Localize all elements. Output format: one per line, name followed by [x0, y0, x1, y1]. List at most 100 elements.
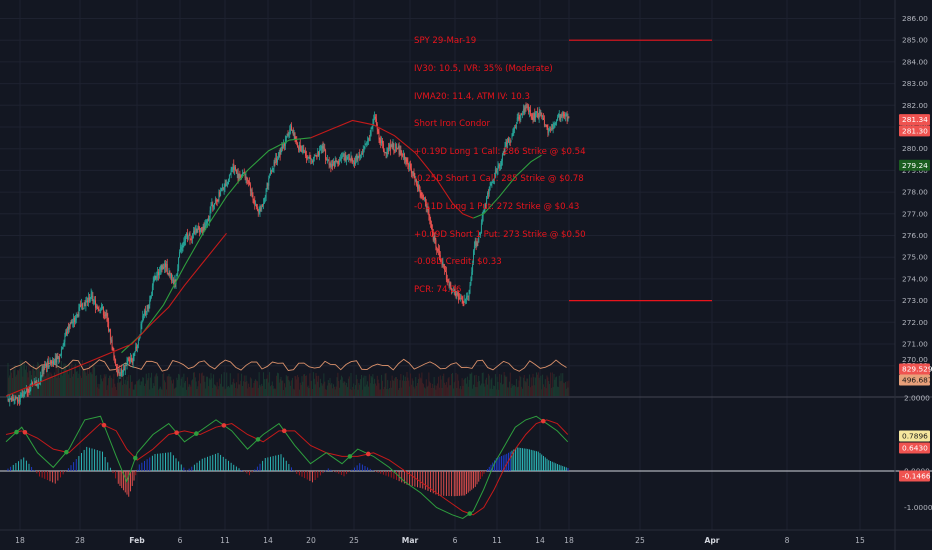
histogram-bar [457, 471, 459, 496]
histogram-bar [191, 466, 193, 471]
candle [414, 178, 416, 181]
candle [510, 141, 512, 143]
volume-bar [137, 380, 139, 396]
volume-bar [15, 376, 17, 396]
histogram-bar [497, 457, 499, 471]
candle [81, 303, 83, 309]
candle [493, 179, 495, 180]
volume-bar [235, 387, 236, 396]
histogram-bar [124, 471, 126, 493]
candle [522, 109, 524, 114]
candle [516, 117, 518, 122]
candle [330, 164, 332, 167]
candle [564, 114, 565, 117]
volume-bar [241, 373, 243, 396]
histogram-bar [193, 464, 195, 471]
volume-bar [559, 381, 561, 396]
volume-bar [116, 389, 117, 396]
volume-tag-box [899, 374, 930, 386]
volume-bar [434, 385, 436, 396]
volume-bar [360, 379, 362, 396]
time-tick-label: 6 [178, 536, 183, 545]
volume-bar [403, 375, 404, 396]
candle [95, 306, 97, 308]
histogram-bar [230, 462, 232, 471]
histogram-bar [440, 471, 442, 496]
volume-tag-box [899, 363, 930, 375]
volume-bar [368, 386, 369, 396]
volume-bar [75, 371, 77, 396]
candle [52, 360, 54, 364]
histogram-bar [314, 471, 316, 481]
volume-bar [214, 385, 216, 396]
candle [74, 317, 75, 323]
candle [447, 280, 449, 282]
volume-bar [58, 367, 60, 396]
histogram-bar [23, 457, 25, 471]
candle [125, 365, 127, 367]
histogram-bar [499, 456, 501, 471]
candle [475, 240, 477, 246]
volume-bar [152, 383, 154, 396]
volume-bar [204, 381, 206, 396]
candle [363, 149, 365, 151]
candle [567, 117, 569, 122]
volume-bar [432, 388, 434, 396]
volume-bar [55, 362, 57, 396]
volume-bar [114, 383, 116, 396]
volume-bar [74, 363, 76, 396]
volume-bar [109, 375, 111, 396]
candle [474, 240, 476, 246]
volume-bar [60, 373, 61, 396]
histogram-bar [478, 471, 480, 482]
volume-bar [158, 389, 159, 396]
volume-bar [392, 380, 394, 396]
volume-bar [30, 370, 32, 396]
volume-bar [325, 389, 327, 396]
candle [312, 161, 313, 162]
volume-bar [355, 374, 357, 396]
candle [555, 122, 557, 124]
volume-bar [231, 384, 233, 396]
candle [309, 157, 311, 160]
candle [477, 242, 479, 244]
candle [467, 295, 469, 297]
candle [145, 312, 147, 316]
candle [297, 142, 299, 148]
volume-bar [165, 382, 166, 396]
volume-bar [209, 379, 211, 396]
volume-bar [130, 381, 132, 396]
candle [147, 305, 149, 309]
histogram-bar [515, 448, 516, 471]
volume-bar [134, 384, 136, 396]
candle [129, 360, 131, 362]
volume-bar [431, 387, 432, 396]
volume-bar [536, 372, 537, 396]
volume-bar [297, 374, 299, 396]
volume-bar [224, 389, 226, 396]
candle [417, 184, 419, 189]
volume-bar [147, 378, 149, 396]
candle [395, 144, 397, 151]
candle [202, 226, 204, 232]
volume-bar [165, 389, 167, 396]
volume-bar [312, 388, 313, 396]
candle [134, 351, 136, 354]
candle [349, 159, 351, 161]
histogram-bar [115, 471, 117, 479]
histogram-bar [487, 469, 488, 471]
volume-bar [547, 377, 549, 396]
volume-bar [493, 385, 495, 396]
candle [30, 384, 32, 390]
candle [86, 300, 88, 303]
volume-bar [172, 383, 173, 396]
histogram-bar [20, 459, 22, 471]
candle [497, 165, 499, 170]
candle [364, 144, 366, 148]
candle [144, 310, 145, 316]
volume-bar [126, 376, 128, 396]
volume-bar [397, 389, 399, 396]
volume-bar [199, 373, 201, 396]
candle [529, 109, 531, 115]
